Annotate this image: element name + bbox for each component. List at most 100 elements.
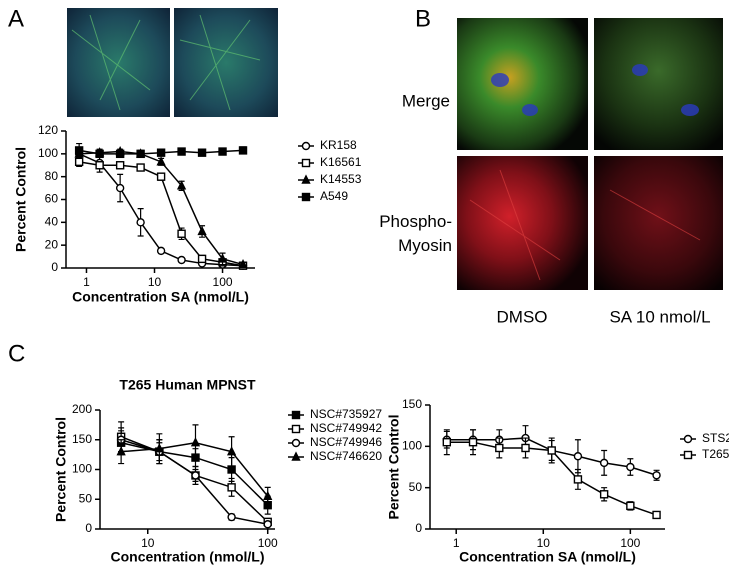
x-tick-label: 100 (620, 536, 640, 550)
marker (626, 501, 635, 511)
marker (263, 520, 272, 529)
row-label-box: Phospho-Myosin (379, 212, 452, 255)
marker (177, 147, 186, 156)
marker (95, 161, 104, 170)
marker (115, 161, 125, 170)
marker (115, 183, 125, 193)
marker (652, 510, 661, 520)
x-axis-label: Concentration SA (nmol/L) (459, 549, 636, 565)
image (594, 18, 723, 150)
marker (136, 149, 145, 159)
y-tick-label: 120 (38, 123, 58, 137)
x-tick-label: 10 (537, 536, 551, 550)
marker (218, 147, 227, 156)
marker (521, 443, 530, 453)
y-tick-label: 50 (409, 480, 423, 494)
marker (683, 434, 693, 444)
marker (301, 192, 311, 202)
marker (573, 475, 583, 484)
marker (291, 438, 301, 448)
column-label: SA 10 nmol/L (609, 307, 710, 326)
y-axis-label: Percent Control (386, 414, 402, 519)
marker (652, 471, 661, 480)
image (174, 8, 278, 117)
marker (291, 410, 301, 420)
legend-label: NSC#749946 (310, 435, 382, 449)
marker (156, 156, 166, 166)
y-tick-label: 50 (79, 491, 93, 505)
chart-title: T265 Human MPNST (119, 377, 256, 393)
marker (263, 490, 273, 500)
y-axis-label: Percent Control (53, 417, 69, 522)
marker (136, 218, 145, 227)
marker (238, 259, 248, 269)
legend-label: STS26T (702, 431, 729, 445)
marker (74, 157, 84, 167)
column-label: DMSO (497, 307, 548, 326)
marker (177, 229, 186, 238)
y-tick-label: 100 (38, 146, 58, 160)
marker (301, 174, 311, 184)
y-tick-label: 0 (51, 260, 58, 274)
marker (301, 158, 311, 168)
legend-label: A549 (320, 189, 348, 203)
x-axis-label: Concentration (nmol/L) (111, 549, 265, 565)
y-tick-label: 20 (45, 237, 59, 251)
marker (599, 458, 609, 468)
marker (599, 490, 609, 499)
x-tick-label: 100 (258, 536, 278, 550)
series (442, 429, 661, 520)
marker (291, 424, 301, 434)
y-tick-label: 0 (415, 521, 422, 535)
marker (227, 512, 236, 522)
marker (573, 452, 583, 461)
x-tick-label: 1 (453, 536, 460, 550)
marker (191, 471, 200, 480)
x-tick-label: 10 (148, 275, 162, 289)
y-tick-label: 80 (45, 169, 59, 183)
marker (190, 437, 201, 447)
image (457, 156, 588, 290)
series (116, 424, 273, 506)
marker (177, 255, 186, 265)
marker (227, 483, 236, 492)
legend-label: NSC#749942 (310, 421, 382, 435)
row-label: Merge (402, 91, 450, 110)
series (74, 142, 248, 159)
legend-label: T265 (702, 447, 729, 461)
marker (197, 225, 207, 236)
marker (156, 148, 166, 157)
marker (626, 462, 635, 472)
image (457, 18, 588, 150)
x-tick-label: 1 (83, 275, 90, 289)
marker (176, 180, 187, 190)
panel-label: C (8, 340, 25, 367)
marker (95, 149, 104, 159)
marker (468, 438, 478, 447)
marker (197, 254, 207, 264)
marker (74, 146, 84, 155)
panel-label: A (8, 5, 24, 32)
x-tick-label: 10 (141, 536, 155, 550)
marker (442, 438, 452, 447)
marker (291, 451, 301, 461)
legend-label: NSC#746620 (310, 449, 382, 463)
marker (154, 443, 165, 453)
y-tick-label: 60 (45, 192, 59, 206)
y-tick-label: 0 (85, 521, 92, 535)
marker (116, 446, 126, 456)
marker (238, 146, 248, 155)
marker (197, 148, 207, 157)
x-axis-label: Concentration SA (nmol/L) (72, 289, 249, 305)
y-tick-label: 150 (402, 397, 422, 411)
marker (547, 446, 556, 455)
legend-label: K16561 (320, 155, 362, 169)
marker (136, 163, 145, 172)
marker (301, 141, 311, 151)
y-tick-label: 100 (402, 439, 422, 453)
panel-label: B (415, 5, 431, 32)
y-tick-label: 40 (45, 215, 59, 229)
x-tick-label: 100 (213, 275, 233, 289)
marker (226, 446, 237, 456)
